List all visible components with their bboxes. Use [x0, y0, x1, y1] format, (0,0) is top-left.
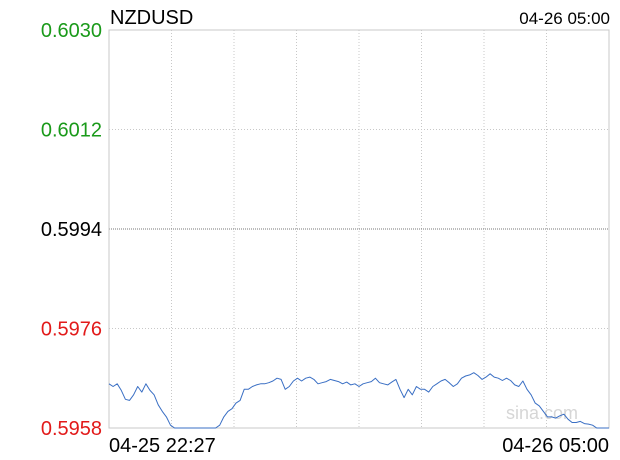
y-tick-label: 0.5976 [41, 319, 102, 341]
plot-frame [108, 29, 610, 429]
watermark: sina.com [506, 403, 578, 423]
x-tick-label: 04-26 05:00 [502, 435, 609, 457]
y-tick-label: 0.6030 [41, 20, 102, 42]
y-tick-label: 0.5958 [41, 418, 102, 440]
header-timestamp: 04-26 05:00 [519, 9, 610, 28]
y-axis-labels: 0.6030 0.6012 0.5994 0.5976 0.5958 [41, 20, 102, 440]
x-axis-labels: 04-25 22:27 04-26 05:00 [109, 435, 609, 457]
x-tick-label: 04-25 22:27 [109, 435, 216, 457]
y-tick-label: 0.6012 [41, 120, 102, 142]
y-tick-label: 0.5994 [41, 219, 102, 241]
grid [109, 30, 609, 428]
symbol-title: NZDUSD [110, 7, 193, 29]
price-line [108, 372, 609, 429]
